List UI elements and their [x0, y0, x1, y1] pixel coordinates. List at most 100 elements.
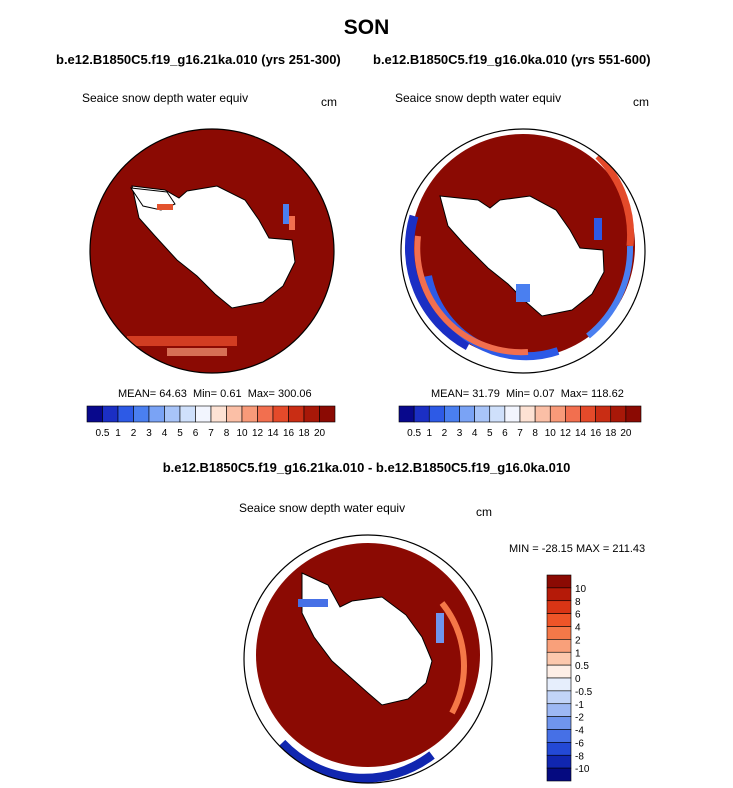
ice-patch	[516, 284, 530, 302]
colorbar-swatch	[444, 405, 460, 423]
map-panel-2	[400, 128, 646, 374]
antarctica-landmass	[301, 572, 433, 706]
colorbar-swatch	[580, 405, 596, 423]
mean-label: MEAN=	[118, 388, 157, 400]
ice-patch	[157, 204, 173, 210]
panel2-field-label: Seaice snow depth water equiv	[395, 91, 562, 105]
colorbar-swatch	[546, 651, 572, 666]
colorbar-tick-label: 14	[575, 428, 587, 439]
ice-patch	[289, 216, 295, 230]
difference-patch	[436, 613, 444, 643]
colorbar-swatch	[86, 405, 103, 423]
colorbar-swatch	[272, 405, 289, 423]
ice-edge-band	[414, 235, 529, 356]
min-label: Min=	[505, 388, 531, 400]
colorbar-panel-2: 0.5 1 2 3 4 5 6 7 8 10 12 14 16 18 20	[398, 405, 642, 439]
colorbar-tick-label: 6	[575, 610, 581, 621]
mean-value: 31.79	[472, 388, 500, 400]
colorbar-swatch	[546, 716, 572, 730]
mean-value: 64.63	[159, 388, 187, 400]
ice-edge-band	[586, 245, 634, 339]
colorbar-swatch	[549, 405, 566, 423]
difference-band	[439, 601, 467, 715]
colorbar-swatch	[474, 405, 491, 423]
min-value: 0.07	[533, 388, 555, 400]
colorbar-swatch	[413, 405, 430, 423]
mean-label: MEAN=	[431, 388, 470, 400]
colorbar-swatch	[610, 405, 627, 423]
max-label: Max=	[560, 388, 588, 400]
colorbar-swatch	[164, 405, 181, 423]
colorbar-tick-label: 4	[162, 428, 168, 439]
colorbar-tick-label: 8	[532, 428, 538, 439]
colorbar-tick-label: 1	[426, 428, 432, 439]
colorbar-tick-label: 10	[236, 428, 248, 439]
max-value: 118.62	[590, 388, 624, 400]
panel1-stats: MEAN= 64.63 Min= 0.61 Max= 300.06	[118, 388, 312, 400]
colorbar-tick-label: 12	[560, 428, 572, 439]
map-panel-1	[89, 128, 335, 374]
colorbar-tick-label: 10	[545, 428, 557, 439]
colorbar-tick-label: 7	[517, 428, 523, 439]
colorbar-tick-label: 5	[487, 428, 493, 439]
colorbar-tick-label: 0	[575, 674, 581, 685]
colorbar-tick-label: -0.5	[575, 687, 593, 698]
colorbar-swatch	[241, 405, 258, 423]
panel2-units: cm	[633, 95, 649, 109]
colorbar-tick-label: 2	[442, 428, 448, 439]
colorbar-tick-label: 0.5	[407, 428, 421, 439]
colorbar-tick-label: 6	[502, 428, 508, 439]
colorbar-swatch	[459, 405, 475, 423]
colorbar-panel-1: 0.5 1 2 3 4 5 6 7 8 10 12 14 16 18 20	[86, 405, 336, 439]
panel3-units: cm	[476, 505, 492, 519]
colorbar-swatch	[303, 405, 320, 423]
colorbar-tick-label: 1	[575, 648, 581, 659]
colorbar-swatch	[117, 405, 134, 423]
colorbar-swatch	[546, 729, 572, 743]
colorbar-swatch	[398, 405, 415, 423]
colorbar-tick-label: 2	[575, 635, 581, 646]
difference-band	[278, 739, 435, 783]
colorbar-swatch	[546, 677, 572, 692]
colorbar-swatch	[257, 405, 274, 423]
colorbar-swatch	[546, 742, 572, 756]
colorbar-swatch	[546, 639, 572, 653]
ice-edge-band	[404, 214, 471, 350]
colorbar-swatch	[546, 703, 572, 717]
colorbar-tick-label: -10	[575, 764, 590, 775]
colorbar-tick-label: -2	[575, 713, 584, 724]
colorbar-tick-label: 12	[252, 428, 264, 439]
panel3-field-label: Seaice snow depth water equiv	[239, 501, 406, 515]
colorbar-swatch	[546, 587, 572, 602]
panel1-units: cm	[321, 95, 337, 109]
colorbar-tick-label: -4	[575, 726, 584, 737]
colorbar-swatch	[546, 767, 572, 782]
difference-patch	[298, 599, 328, 607]
min-label: Min=	[192, 388, 218, 400]
colorbar-swatch	[210, 405, 227, 423]
colorbar-swatch	[546, 600, 572, 614]
panel1-field-label: Seaice snow depth water equiv	[82, 91, 249, 105]
antarctica-landmass	[131, 185, 296, 309]
colorbar-tick-label: -1	[575, 700, 584, 711]
colorbar-swatch	[195, 405, 212, 423]
colorbar-swatch	[428, 405, 445, 423]
colorbar-swatch	[595, 405, 612, 423]
panel3-minmax: MIN = -28.15 MAX = 211.43	[509, 543, 646, 555]
colorbar-swatch	[546, 613, 572, 627]
colorbar-swatch	[546, 754, 572, 769]
ice-patch	[283, 204, 289, 224]
colorbar-swatch	[546, 690, 572, 705]
colorbar-tick-label: 3	[457, 428, 463, 439]
min-value: 0.61	[220, 388, 242, 400]
max-value: 300.06	[277, 388, 312, 400]
ice-patch	[594, 218, 602, 240]
colorbar-swatch	[504, 405, 521, 423]
ice-edge-band	[595, 153, 635, 247]
colorbar-tick-label: 8	[575, 597, 581, 608]
colorbar-tick-label: 18	[298, 428, 310, 439]
colorbar-tick-label: 2	[131, 428, 137, 439]
colorbar-tick-label: 1	[115, 428, 121, 439]
colorbar-tick-label: 20	[620, 428, 632, 439]
colorbar-tick-label: 20	[314, 428, 326, 439]
